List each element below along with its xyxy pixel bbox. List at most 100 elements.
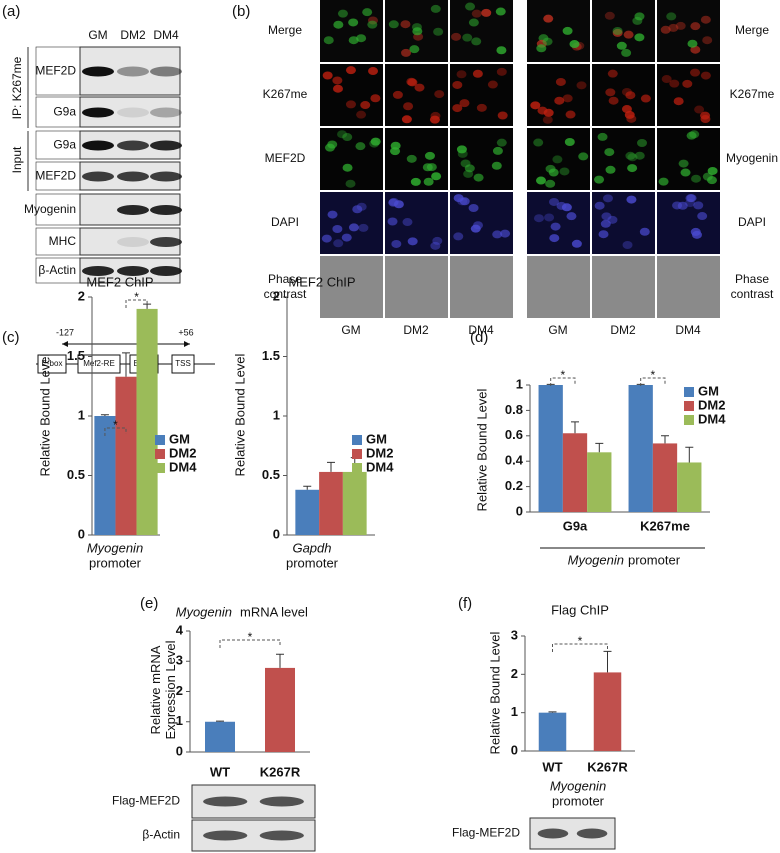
legend-label: GM (698, 383, 719, 398)
nucleus (552, 155, 563, 164)
micrograph (527, 64, 590, 126)
x-axis-label: promoter (286, 555, 339, 570)
nucleus (492, 146, 503, 155)
nucleus (342, 163, 353, 172)
nucleus (424, 151, 435, 160)
blot-band (117, 66, 149, 77)
legend-label: DM4 (366, 459, 394, 474)
nucleus (341, 233, 352, 242)
nucleus (624, 110, 635, 119)
nucleus (422, 163, 433, 172)
nucleus (465, 2, 476, 11)
nucleus (621, 48, 632, 57)
nucleus (452, 104, 463, 113)
legend-swatch (155, 463, 165, 473)
bar (677, 462, 702, 512)
nucleus (690, 45, 701, 54)
significance-star: * (134, 290, 139, 304)
blot-band (576, 828, 608, 839)
blot-band (117, 140, 149, 151)
blot-band (117, 171, 149, 182)
nucleus (464, 164, 475, 173)
nucleus (608, 96, 619, 105)
nucleus (496, 46, 507, 55)
x-tick-label: G9a (563, 518, 588, 533)
blot-band (150, 66, 182, 77)
blot-band (82, 140, 114, 151)
chart-title: Myogenin (176, 604, 232, 619)
nucleus (604, 11, 615, 20)
blot-row-label: MEF2D (35, 169, 76, 183)
blot-band (150, 107, 182, 118)
nucleus (691, 230, 702, 239)
nucleus (433, 27, 444, 36)
nucleus (356, 110, 367, 119)
promoter-pos: +56 (178, 327, 193, 337)
lane-label: DM2 (120, 28, 146, 42)
nucleus (430, 241, 441, 250)
y-tick-label: 2 (176, 683, 183, 698)
nucleus (576, 81, 587, 90)
y-tick-label: 0 (511, 742, 518, 757)
nucleus (542, 37, 553, 46)
error-bar (122, 352, 130, 377)
nucleus (566, 212, 577, 221)
nucleus (668, 23, 679, 32)
nucleus (321, 234, 332, 243)
label-box (35, 130, 81, 160)
y-tick-label: 3 (176, 653, 183, 668)
nucleus (605, 165, 616, 174)
micrograph (385, 256, 448, 318)
nucleus (403, 102, 414, 111)
significance-bracket (552, 643, 608, 652)
nucleus (602, 194, 613, 203)
nucleus (430, 4, 441, 13)
micrograph (527, 256, 590, 318)
panel-label: (c) (2, 329, 20, 346)
nucleus (388, 198, 399, 207)
nucleus (453, 194, 464, 203)
nucleus (423, 177, 434, 186)
nucleus (660, 25, 671, 34)
nucleus (555, 77, 566, 86)
bar (319, 471, 343, 535)
nucleus (675, 21, 686, 30)
y-tick-label: 0.5 (67, 467, 85, 482)
legend-swatch (684, 415, 694, 425)
blot-band (117, 237, 149, 247)
y-tick-label: 2 (78, 288, 85, 303)
nucleus (622, 241, 633, 250)
row-label: K267me (262, 87, 308, 101)
nucleus (706, 176, 717, 185)
nucleus (473, 173, 484, 182)
label-box (35, 193, 81, 226)
panel-label: (b) (232, 3, 250, 20)
nucleus (460, 159, 471, 168)
nucleus (453, 232, 464, 241)
nucleus (550, 222, 561, 231)
nucleus (345, 179, 356, 188)
nucleus (387, 217, 398, 226)
nucleus (700, 71, 711, 80)
nucleus (342, 133, 353, 142)
nucleus (549, 234, 560, 243)
nucleus (612, 28, 623, 37)
legend-swatch (684, 387, 694, 397)
x-tick-label: K267R (260, 764, 301, 779)
error-bar (216, 720, 224, 722)
blot-band (82, 107, 114, 118)
nucleus (430, 111, 441, 120)
promoter-element-label: E-box (42, 359, 63, 368)
nucleus (402, 218, 413, 227)
legend-swatch (352, 463, 362, 473)
nucleus (530, 101, 541, 110)
nucleus (549, 197, 560, 206)
nucleus (542, 115, 553, 124)
nucleus (358, 223, 369, 232)
label-box (35, 161, 81, 191)
chart-title: MEF2 ChIP (86, 274, 153, 289)
nucleus (459, 99, 470, 108)
legend-label: DM4 (169, 459, 197, 474)
nucleus (554, 96, 565, 105)
